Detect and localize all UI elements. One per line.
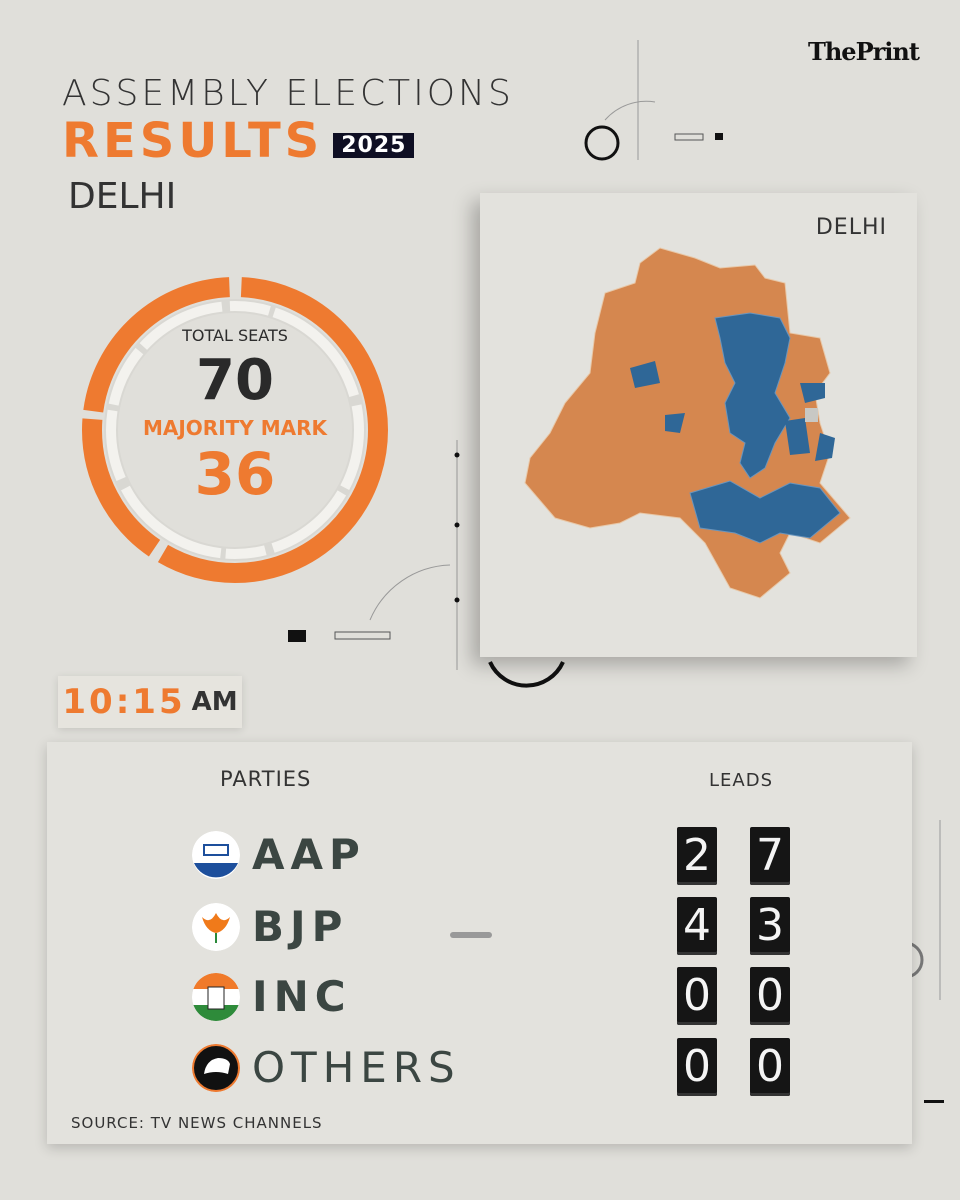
leads-bjp: 4 3: [677, 897, 790, 955]
time-ampm: AM: [191, 687, 238, 717]
lead-digit: 3: [750, 897, 790, 955]
party-row-aap: AAP: [192, 827, 366, 883]
party-name: BJP: [252, 902, 349, 951]
delhi-constituency-map: [524, 247, 851, 599]
total-seats-value: 70: [196, 348, 274, 413]
party-name: AAP: [252, 830, 366, 879]
party-name: OTHERS: [252, 1043, 461, 1092]
title-results-row: RESULTS 2025: [62, 113, 415, 169]
leads-aap: 2 7: [677, 827, 790, 885]
seats-ring-graphic: [82, 277, 388, 583]
majority-value: 36: [194, 440, 276, 508]
total-seats-label: TOTAL SEATS: [182, 326, 288, 345]
decorative-lines: [584, 40, 723, 161]
lead-digit: 7: [750, 827, 790, 885]
others-cap-icon: [192, 1044, 240, 1092]
lead-digit: 0: [750, 1038, 790, 1096]
brand-logo: ThePrint: [808, 37, 920, 66]
lead-digit: 0: [677, 967, 717, 1025]
lead-digit: 0: [750, 967, 790, 1025]
title-line1: ASSEMBLY ELECTIONS: [62, 73, 514, 114]
lead-digit: 2: [677, 827, 717, 885]
results-table: PARTIES LEADS AAP BJP INC OTHERS 2 7 4 3…: [47, 742, 912, 1144]
leads-header: LEADS: [709, 770, 774, 791]
map-region-aap: [714, 312, 791, 479]
divider-dash: [450, 932, 492, 938]
update-time: 10:15 AM: [58, 676, 242, 728]
title-results: RESULTS: [62, 113, 324, 169]
source-note: SOURCE: TV NEWS CHANNELS: [71, 1114, 323, 1132]
leads-others: 0 0: [677, 1038, 790, 1096]
aap-logo-icon: [192, 831, 240, 879]
map-card: DELHI: [480, 193, 917, 657]
map-region-aap: [815, 433, 835, 461]
map-region-aap: [630, 361, 660, 388]
inc-hand-icon: [192, 973, 240, 1021]
party-row-inc: INC: [192, 969, 352, 1025]
party-row-others: OTHERS: [192, 1040, 461, 1096]
bjp-lotus-icon: [192, 903, 240, 951]
map-region-aap: [800, 383, 825, 403]
majority-label: MAJORITY MARK: [142, 416, 328, 440]
year-badge: 2025: [333, 133, 415, 158]
leads-inc: 0 0: [677, 967, 790, 1025]
map-region-aap: [785, 418, 810, 455]
lead-digit: 4: [677, 897, 717, 955]
state-name: DELHI: [68, 176, 177, 217]
decorative-lines: [288, 440, 565, 688]
party-name: INC: [252, 972, 352, 1021]
map-region-aap: [665, 413, 685, 433]
map-region-other: [805, 408, 818, 422]
lead-digit: 0: [677, 1038, 717, 1096]
time-value: 10:15: [62, 682, 186, 722]
party-row-bjp: BJP: [192, 899, 348, 955]
map-label: DELHI: [815, 215, 887, 240]
parties-header: PARTIES: [220, 767, 312, 791]
map-region-aap: [689, 480, 841, 544]
